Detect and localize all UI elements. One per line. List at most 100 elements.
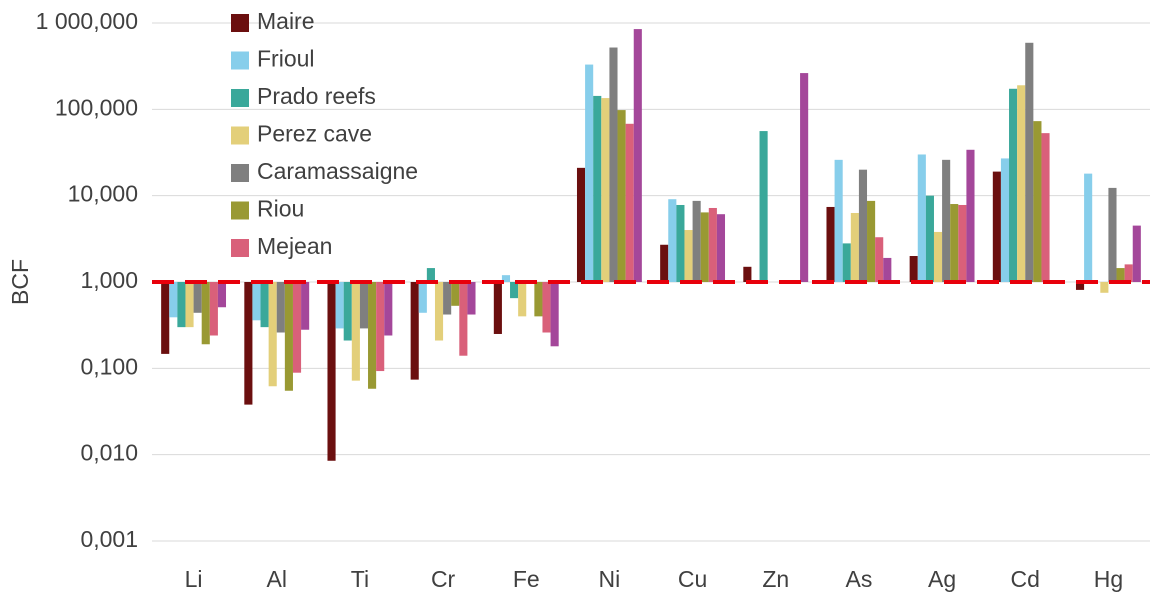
- bar: [1108, 187, 1117, 282]
- bar: [867, 200, 876, 282]
- bar: [950, 204, 959, 282]
- legend-label: Riou: [257, 196, 304, 222]
- bar: [850, 212, 859, 282]
- bar: [252, 282, 261, 321]
- x-tick-label: Hg: [1094, 566, 1123, 592]
- bar: [700, 212, 709, 282]
- x-tick-label: Ni: [599, 566, 621, 592]
- bar: [185, 282, 194, 328]
- legend-swatch: [231, 89, 249, 107]
- y-tick-label: 0,100: [80, 353, 138, 379]
- bar: [368, 282, 377, 389]
- bar: [459, 282, 468, 356]
- bar: [692, 200, 701, 282]
- bar: [1033, 121, 1042, 283]
- bar: [292, 282, 302, 373]
- y-tick-label: 0,001: [80, 526, 138, 552]
- x-tick-label: Ti: [351, 566, 369, 592]
- bar: [992, 171, 1001, 282]
- legend-label: Mejean: [257, 233, 332, 259]
- bar: [1017, 85, 1026, 282]
- legend-swatch: [231, 239, 249, 257]
- bar: [493, 282, 502, 334]
- legend-swatch: [231, 164, 249, 182]
- bar: [335, 282, 344, 329]
- bar: [708, 207, 717, 282]
- bar: [217, 282, 227, 308]
- bar: [858, 169, 868, 282]
- bar: [451, 282, 460, 306]
- bar: [966, 149, 975, 282]
- bar: [276, 282, 285, 333]
- bar: [209, 282, 218, 336]
- bar: [376, 282, 385, 372]
- x-tick-label: Zn: [762, 566, 789, 592]
- bar: [260, 282, 269, 328]
- bar: [201, 282, 210, 345]
- x-tick-label: As: [845, 566, 872, 592]
- bar: [1009, 88, 1018, 283]
- bar: [410, 282, 419, 380]
- bar: [684, 230, 693, 282]
- bar: [933, 231, 943, 282]
- bar: [443, 282, 452, 315]
- legend-label: Frioul: [257, 46, 315, 72]
- y-tick-label: 100,000: [55, 94, 138, 120]
- bar: [1124, 264, 1133, 282]
- bar: [834, 159, 843, 282]
- bar: [593, 95, 602, 282]
- bar: [343, 282, 352, 341]
- bar: [1084, 173, 1093, 282]
- bar: [193, 282, 202, 313]
- y-tick-label: 0,010: [80, 440, 138, 466]
- bar: [617, 110, 626, 282]
- bar: [426, 268, 435, 282]
- bar: [759, 131, 768, 282]
- bar: [1025, 42, 1034, 282]
- bar: [501, 275, 511, 282]
- bar: [633, 29, 642, 282]
- bar: [284, 282, 293, 391]
- bar: [909, 256, 918, 282]
- legend-swatch: [231, 201, 249, 220]
- bar: [467, 282, 476, 315]
- bar: [1075, 282, 1085, 290]
- bar: [434, 282, 444, 341]
- bar: [418, 282, 427, 313]
- x-tick-label: Cr: [431, 566, 456, 592]
- bar: [826, 206, 835, 282]
- bar: [244, 282, 253, 405]
- bar: [1116, 268, 1125, 282]
- bar: [177, 282, 186, 328]
- y-tick-label: 10,000: [68, 181, 138, 207]
- bar: [542, 282, 551, 333]
- legend-swatch: [231, 126, 249, 145]
- bar: [925, 195, 934, 282]
- legend-label: Maire: [257, 8, 315, 34]
- bar: [510, 282, 519, 299]
- bar: [518, 282, 527, 317]
- y-axis-label: BCF: [7, 259, 33, 305]
- legend-swatch: [231, 51, 249, 70]
- bar: [958, 204, 967, 282]
- bar: [609, 47, 618, 283]
- x-tick-label: Fe: [513, 566, 540, 592]
- bar: [716, 214, 726, 282]
- legend-label: Prado reefs: [257, 83, 376, 109]
- y-tick-label: 1 000,000: [36, 8, 138, 34]
- bar: [585, 64, 594, 282]
- legend-swatch: [231, 14, 249, 32]
- bar: [169, 282, 178, 318]
- bar: [743, 266, 752, 282]
- bar: [1100, 282, 1109, 293]
- bar: [550, 282, 559, 347]
- bar: [301, 282, 310, 330]
- bar: [625, 123, 634, 282]
- bar: [883, 257, 892, 282]
- bar: [800, 73, 809, 283]
- y-tick-label: 1,000: [80, 267, 138, 293]
- x-tick-label: Al: [267, 566, 287, 592]
- bar: [1041, 133, 1050, 282]
